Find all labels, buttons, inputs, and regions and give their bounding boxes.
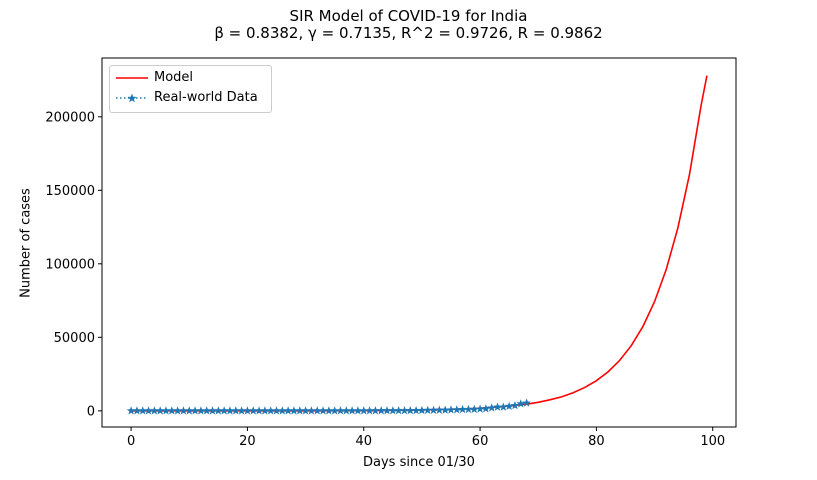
data-point-real-world bbox=[336, 406, 345, 415]
data-point-real-world bbox=[289, 406, 299, 415]
data-point-real-world bbox=[149, 406, 159, 415]
data-point-real-world bbox=[161, 406, 171, 415]
data-point-real-world bbox=[440, 405, 450, 414]
data-point-real-world bbox=[190, 406, 200, 415]
data-point-real-world bbox=[318, 406, 328, 415]
data-point-real-world bbox=[295, 406, 305, 415]
data-point-real-world bbox=[475, 404, 485, 413]
legend: Model Real-world Data bbox=[109, 65, 272, 113]
data-point-real-world bbox=[341, 406, 351, 415]
data-point-real-world bbox=[452, 405, 462, 414]
data-point-real-world bbox=[365, 406, 374, 415]
data-point-real-world bbox=[184, 406, 194, 415]
data-point-real-world bbox=[283, 406, 293, 415]
data-point-real-world bbox=[237, 406, 246, 415]
data-point-real-world bbox=[423, 405, 433, 415]
x-tick-label: 40 bbox=[355, 434, 372, 449]
x-tick-label: 60 bbox=[472, 434, 489, 449]
legend-real-data-swatch bbox=[116, 93, 148, 103]
data-point-real-world bbox=[429, 405, 438, 414]
data-point-real-world bbox=[277, 406, 287, 415]
chart-subtitle: β = 0.8382, γ = 0.7135, R^2 = 0.9726, R … bbox=[214, 24, 603, 42]
data-point-real-world bbox=[266, 406, 276, 415]
data-point-real-world bbox=[487, 403, 497, 412]
x-tick-label: 80 bbox=[588, 434, 605, 449]
data-point-real-world bbox=[400, 406, 409, 415]
y-tick-label: 100000 bbox=[45, 257, 95, 272]
data-point-real-world bbox=[167, 406, 177, 415]
data-point-real-world bbox=[464, 404, 473, 414]
data-point-real-world bbox=[504, 401, 514, 411]
y-tick-label: 0 bbox=[87, 404, 95, 419]
data-point-real-world bbox=[493, 402, 502, 411]
legend-label-model: Model bbox=[154, 70, 194, 85]
x-tick-label: 0 bbox=[127, 434, 135, 449]
data-point-real-world bbox=[411, 405, 421, 415]
data-point-real-world bbox=[243, 406, 252, 415]
y-axis-label: Number of cases bbox=[18, 188, 34, 298]
y-tick-label: 50000 bbox=[54, 331, 95, 346]
data-point-real-world bbox=[272, 406, 281, 415]
chart-title: SIR Model of COVID-19 for India bbox=[289, 7, 528, 25]
legend-entry-model: Model bbox=[110, 68, 270, 88]
data-point-real-world bbox=[155, 406, 165, 415]
data-point-real-world bbox=[213, 406, 223, 415]
series-line-model bbox=[131, 75, 708, 412]
data-point-real-world bbox=[330, 406, 340, 415]
legend-label-real-world-data: Real-world Data bbox=[154, 90, 258, 105]
data-point-real-world bbox=[516, 399, 526, 408]
data-point-real-world bbox=[260, 406, 270, 415]
data-point-real-world bbox=[388, 406, 398, 415]
data-point-real-world bbox=[248, 406, 258, 415]
data-point-real-world bbox=[359, 406, 369, 415]
data-point-real-world bbox=[469, 404, 479, 414]
data-point-real-world bbox=[144, 406, 153, 415]
data-point-real-world bbox=[510, 400, 520, 410]
data-point-real-world bbox=[307, 406, 316, 415]
data-point-real-world bbox=[225, 406, 235, 415]
data-point-real-world bbox=[434, 405, 444, 414]
data-point-real-world bbox=[196, 406, 206, 415]
data-point-real-world bbox=[208, 406, 217, 415]
data-point-real-world bbox=[394, 406, 404, 415]
y-tick-label: 200000 bbox=[45, 110, 95, 125]
data-point-real-world bbox=[179, 406, 188, 415]
data-point-real-world bbox=[371, 406, 380, 415]
data-point-real-world bbox=[138, 406, 148, 415]
data-point-real-world bbox=[382, 406, 392, 415]
x-axis-label: Days since 01/30 bbox=[363, 455, 475, 470]
data-point-real-world bbox=[376, 406, 386, 415]
data-point-real-world bbox=[498, 402, 508, 411]
data-point-real-world bbox=[417, 405, 427, 415]
data-point-real-world bbox=[405, 405, 415, 415]
legend-entry-real-world-data: Real-world Data bbox=[110, 88, 270, 108]
x-tick-label: 20 bbox=[239, 434, 256, 449]
data-point-real-world bbox=[126, 406, 136, 415]
data-point-real-world bbox=[173, 406, 182, 415]
data-point-real-world bbox=[446, 405, 456, 414]
data-point-real-world bbox=[231, 406, 241, 415]
data-point-real-world bbox=[458, 404, 467, 414]
data-point-real-world bbox=[202, 406, 212, 415]
data-point-real-world bbox=[353, 406, 363, 415]
data-point-real-world bbox=[301, 406, 310, 415]
axes-frame bbox=[101, 57, 737, 428]
data-point-real-world bbox=[324, 406, 334, 415]
x-tick-label: 100 bbox=[700, 434, 725, 449]
data-point-real-world bbox=[254, 406, 264, 415]
y-tick-label: 150000 bbox=[45, 184, 95, 199]
data-point-real-world bbox=[481, 404, 491, 413]
data-point-real-world bbox=[522, 398, 531, 407]
data-point-real-world bbox=[219, 406, 229, 415]
data-point-real-world bbox=[312, 406, 322, 415]
data-point-real-world bbox=[132, 406, 142, 415]
legend-model-swatch bbox=[116, 77, 148, 79]
data-point-real-world bbox=[347, 406, 357, 415]
